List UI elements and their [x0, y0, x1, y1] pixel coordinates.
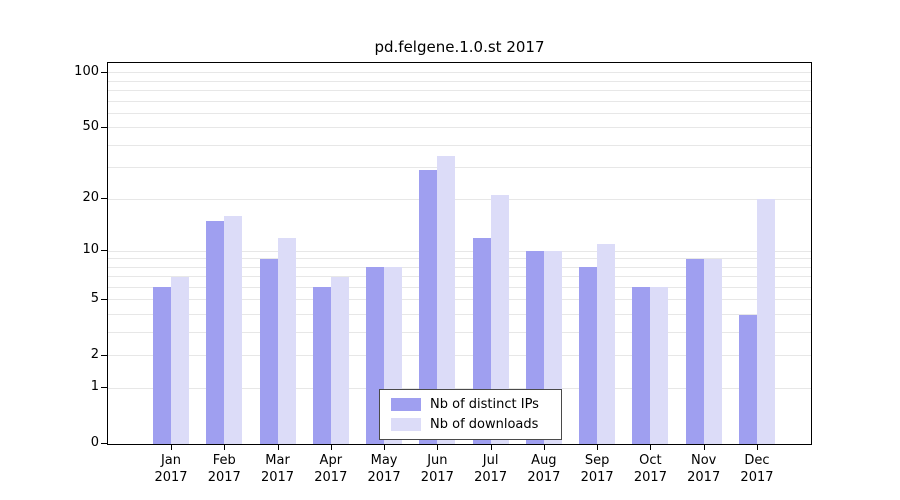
- y-tick-mark-5: [101, 298, 107, 300]
- x-tick-mark-mar: [277, 445, 279, 450]
- bar-sep-distinct-ips: [579, 267, 598, 444]
- gridline-2: [108, 355, 811, 357]
- y-tick-label-0: 0: [90, 435, 99, 450]
- bar-apr-downloads: [330, 276, 349, 444]
- legend-swatch-downloads: [391, 418, 421, 431]
- y-axis-labels: 0 1 2 5 10 20 50 100: [0, 0, 99, 500]
- gridline-7: [108, 276, 811, 278]
- x-tick-mark-jan: [171, 445, 172, 450]
- bar-oct-distinct-ips: [632, 287, 651, 444]
- gridline-50: [108, 127, 811, 129]
- gridline-40: [108, 144, 811, 146]
- y-tick-label-2: 2: [90, 346, 99, 362]
- y-tick-mark-1: [101, 387, 107, 389]
- gridline-3: [108, 331, 811, 333]
- bar-sep-downloads: [597, 244, 616, 444]
- x-tick-label-may: May 2017: [367, 453, 401, 485]
- x-tick-label-nov: Nov 2017: [687, 453, 721, 485]
- y-tick-label-1: 1: [90, 379, 99, 395]
- gridline-1: [108, 387, 811, 389]
- x-tick-label-mar: Mar 2017: [260, 453, 295, 485]
- y-tick-mark-0: [101, 443, 107, 444]
- x-tick-label-feb: Feb 2017: [207, 453, 241, 485]
- x-tick-mark-aug: [543, 445, 545, 450]
- gridline-9: [108, 258, 811, 260]
- x-tick-mark-dec: [756, 445, 758, 450]
- x-tick-label-aug: Aug 2017: [527, 453, 561, 485]
- bar-jan-distinct-ips: [153, 287, 171, 444]
- x-tick-label-dec: Dec 2017: [740, 453, 774, 485]
- legend-label-downloads: Nb of downloads: [430, 417, 539, 432]
- bar-nov-distinct-ips: [685, 258, 704, 444]
- legend: Nb of distinct IPs Nb of downloads: [379, 389, 562, 440]
- y-tick-label-50: 50: [82, 118, 99, 134]
- y-tick-mark-100: [101, 71, 107, 73]
- x-tick-label-jun: Jun 2017: [420, 453, 454, 485]
- bar-mar-distinct-ips: [259, 258, 278, 444]
- y-tick-label-100: 100: [74, 63, 99, 79]
- gridline-20: [108, 198, 811, 200]
- bar-jun-distinct-ips: [419, 170, 438, 444]
- x-tick-mark-oct: [650, 445, 652, 450]
- legend-swatch-distinct-ips: [391, 398, 421, 411]
- y-tick-mark-20: [101, 198, 107, 200]
- bar-nov-downloads: [703, 258, 722, 444]
- gridline-70: [108, 100, 811, 102]
- bar-dec-distinct-ips: [738, 314, 757, 444]
- gridline-8: [108, 266, 811, 268]
- gridline-90: [108, 80, 811, 82]
- gridline-60: [108, 112, 811, 114]
- bar-feb-distinct-ips: [206, 220, 225, 444]
- y-tick-label-20: 20: [82, 190, 99, 206]
- gridline-4: [108, 314, 811, 316]
- y-tick-mark-10: [101, 250, 107, 252]
- y-tick-mark-50: [101, 126, 107, 128]
- x-tick-mark-nov: [703, 445, 705, 450]
- x-tick-label-sep: Sep 2017: [580, 453, 614, 485]
- x-tick-mark-feb: [224, 445, 226, 450]
- gridline-5: [108, 299, 811, 301]
- gridline-80: [108, 89, 811, 91]
- y-tick-label-10: 10: [82, 242, 99, 258]
- x-tick-label-jan: Jan 2017: [154, 453, 188, 485]
- legend-item-distinct-ips: Nb of distinct IPs: [391, 397, 550, 412]
- chart-title: pd.felgene.1.0.st 2017: [374, 38, 545, 56]
- legend-item-downloads: Nb of downloads: [391, 417, 550, 432]
- gridline-10: [108, 250, 811, 252]
- bar-feb-downloads: [224, 216, 243, 444]
- x-tick-mark-jun: [437, 445, 439, 450]
- x-tick-mark-apr: [330, 445, 332, 450]
- y-tick-label-5: 5: [90, 290, 99, 306]
- bar-jun-downloads: [437, 155, 456, 444]
- x-tick-mark-may: [384, 445, 386, 450]
- x-tick-label-apr: Apr 2017: [314, 453, 348, 485]
- x-tick-mark-sep: [597, 445, 599, 450]
- bar-mar-downloads: [277, 237, 296, 444]
- bar-jul-downloads: [490, 195, 509, 444]
- legend-label-distinct-ips: Nb of distinct IPs: [430, 397, 539, 412]
- gridline-6: [108, 286, 811, 288]
- bar-apr-distinct-ips: [312, 287, 331, 444]
- y-tick-mark-2: [101, 354, 107, 356]
- bar-oct-downloads: [650, 287, 669, 444]
- x-tick-label-jul: Jul 2017: [474, 453, 508, 485]
- x-tick-mark-jul: [490, 445, 492, 450]
- plot-area: [107, 62, 812, 445]
- gridline-100: [108, 72, 811, 74]
- bar-jan-downloads: [171, 276, 189, 444]
- x-tick-label-oct: Oct 2017: [633, 453, 667, 485]
- bar-dec-downloads: [756, 199, 775, 444]
- gridline-30: [108, 167, 811, 169]
